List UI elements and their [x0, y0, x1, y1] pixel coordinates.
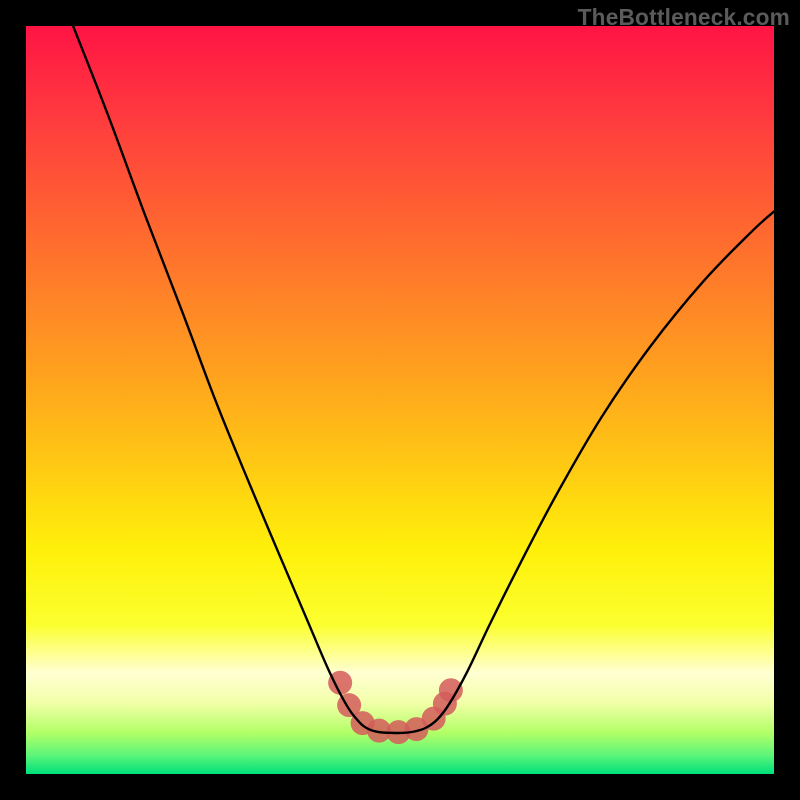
chart-stage: TheBottleneck.com: [0, 0, 800, 800]
plot-background-gradient: [26, 26, 774, 774]
plot-area: [26, 26, 774, 774]
chart-svg: [0, 0, 800, 800]
highlight-dot: [439, 678, 463, 702]
watermark-text: TheBottleneck.com: [578, 4, 790, 31]
